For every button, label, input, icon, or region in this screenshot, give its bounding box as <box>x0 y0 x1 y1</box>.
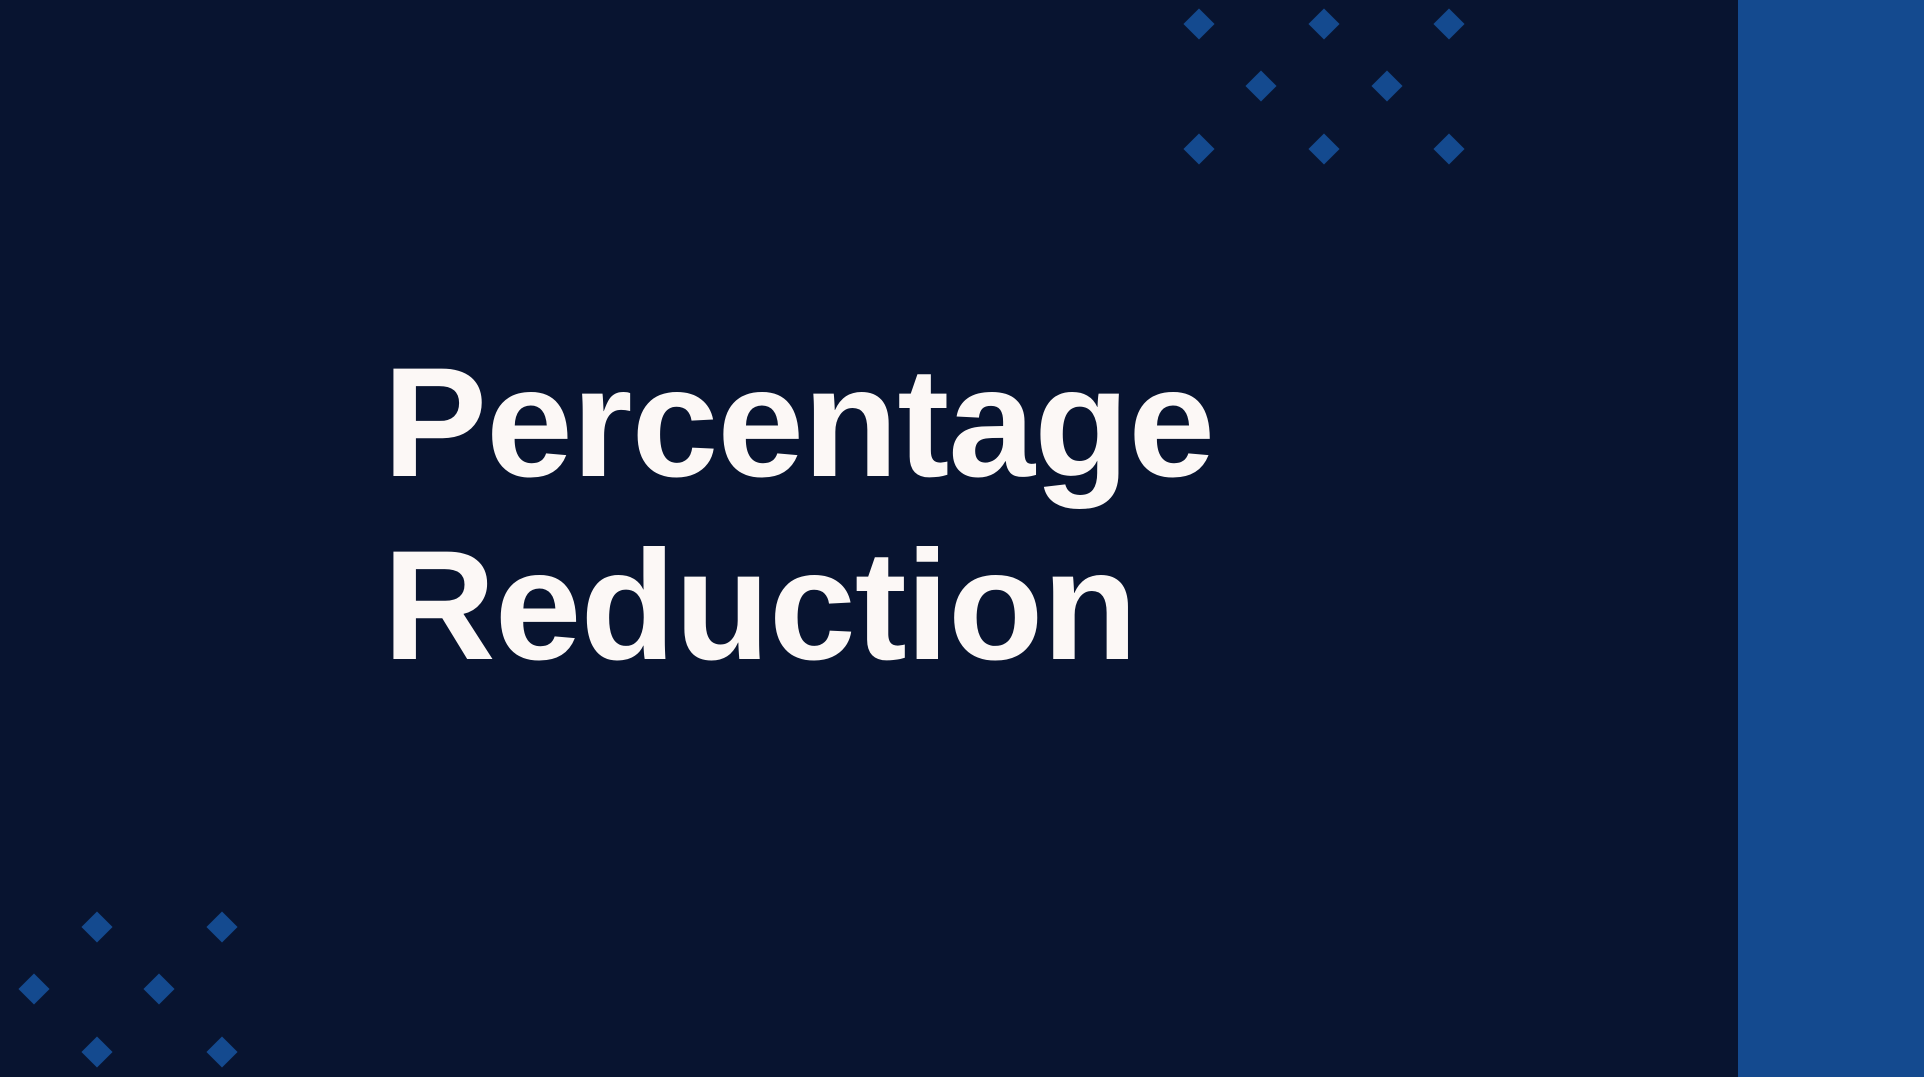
diamond-icon <box>143 973 175 1005</box>
diamond-icon <box>1308 133 1340 165</box>
diamond-icon <box>18 973 50 1005</box>
side-accent-band <box>1738 0 1924 1077</box>
diamond-icon <box>206 911 238 943</box>
slide-title-line-2: Reduction <box>383 519 1138 693</box>
diamond-icon <box>1183 133 1215 165</box>
diamond-icon <box>1433 133 1465 165</box>
diamond-icon <box>1183 8 1215 40</box>
slide-title: Percentage Reduction <box>383 332 1215 698</box>
diamond-icon <box>1245 70 1277 102</box>
diamond-icon <box>1371 70 1403 102</box>
diamond-icon <box>81 911 113 943</box>
diamond-icon <box>81 1036 113 1068</box>
diamond-icon <box>206 1036 238 1068</box>
slide-title-line-1: Percentage <box>383 336 1215 510</box>
diamond-icon <box>1433 8 1465 40</box>
diamond-icon <box>1308 8 1340 40</box>
